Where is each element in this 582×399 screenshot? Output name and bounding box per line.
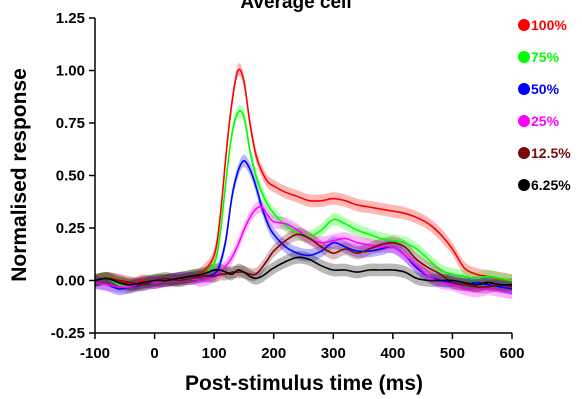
legend-label: 6.25%: [531, 177, 571, 193]
x-tick-label: -100: [80, 345, 110, 362]
y-tick-label: 0.75: [56, 115, 85, 132]
legend-marker: [518, 19, 530, 31]
y-tick-label: 0.00: [56, 273, 85, 290]
legend-marker: [518, 147, 530, 159]
x-tick-label: 200: [261, 345, 286, 362]
series-line-5: [94, 256, 513, 286]
legend-marker: [518, 179, 530, 191]
band-1: [95, 104, 512, 294]
legend-marker: [518, 83, 530, 95]
x-axis-title: Post-stimulus time (ms): [185, 372, 423, 395]
legend-label: 75%: [531, 49, 560, 65]
x-ticks: -100 0 100 200 300 400 500 600: [80, 333, 525, 362]
legend-label: 25%: [531, 113, 560, 129]
y-tick-label: -0.25: [51, 325, 85, 342]
confidence-bands: [95, 63, 512, 300]
chart-title: Average cell: [240, 0, 351, 13]
x-tick-label: 100: [202, 345, 227, 362]
legend-label: 100%: [531, 17, 567, 33]
x-tick-label: 400: [380, 345, 405, 362]
x-tick-label: 500: [440, 345, 465, 362]
legend-label: 50%: [531, 81, 560, 97]
legend-marker: [518, 115, 530, 127]
band-5: [95, 251, 512, 292]
series-line-4: [94, 233, 513, 288]
y-tick-label: 1.00: [56, 63, 85, 80]
legend: 100% 75% 50% 25% 12.5% 6.25%: [518, 17, 571, 193]
band-2: [95, 154, 512, 296]
band-0: [95, 63, 512, 291]
y-tick-label: 0.50: [56, 168, 85, 185]
y-ticks: -0.25 0.00 0.25 0.50 0.75 1.00 1.25: [51, 10, 95, 342]
y-tick-label: 1.25: [56, 10, 85, 27]
series-lines: [94, 68, 513, 294]
y-tick-label: 0.25: [56, 220, 85, 237]
legend-label: 12.5%: [531, 145, 571, 161]
legend-marker: [518, 51, 530, 63]
x-tick-label: 300: [321, 345, 346, 362]
x-tick-label: 0: [150, 345, 158, 362]
x-tick-label: 600: [499, 345, 524, 362]
y-axis-title: Normalised response: [8, 68, 31, 282]
